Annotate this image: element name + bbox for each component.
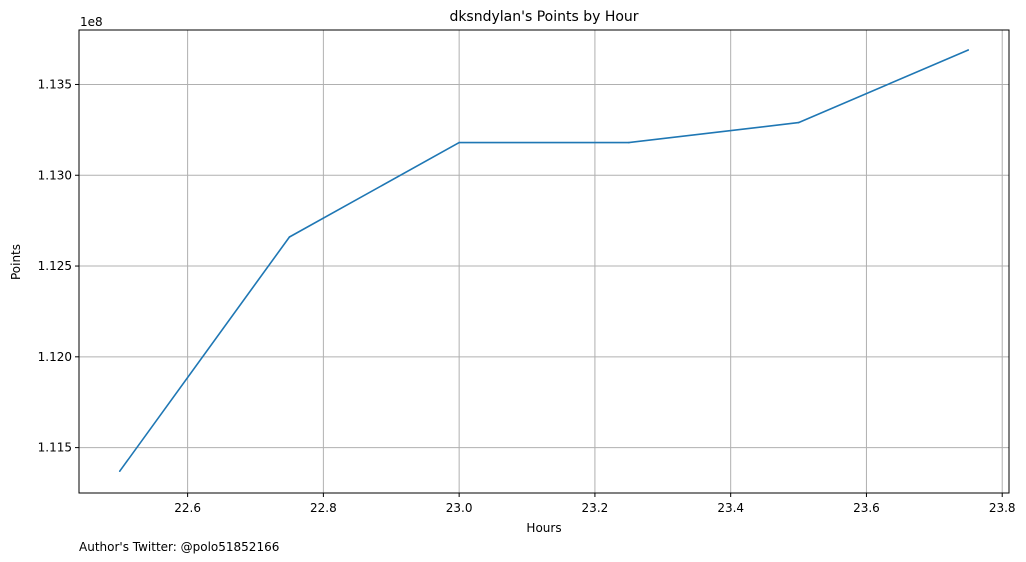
grid: [79, 30, 1009, 493]
y-axis-label: Points: [9, 244, 23, 280]
data-point: [458, 141, 460, 144]
x-axis: 22.6 22.8 23.0 23.2 23.4 23.6 23.8: [174, 493, 1016, 515]
y-tick-label: 1.115: [38, 441, 72, 455]
x-axis-label: Hours: [526, 521, 561, 535]
y-tick-label: 1.120: [38, 350, 72, 364]
data-point: [797, 121, 800, 124]
plot-frame: [78, 29, 1010, 494]
y-axis: 1.115 1.120 1.125 1.130 1.135: [38, 77, 79, 455]
chart-title: dksndylan's Points by Hour: [449, 9, 638, 25]
data-point: [967, 49, 970, 51]
x-tick-label: 23.6: [853, 501, 880, 515]
y-tick-label: 1.125: [38, 259, 72, 273]
x-tick-label: 22.6: [174, 501, 201, 515]
x-tick-label: 23.8: [989, 501, 1016, 515]
x-tick-label: 23.4: [717, 501, 744, 515]
data-point: [118, 470, 121, 473]
x-tick-label: 22.8: [310, 501, 337, 515]
series-line: [119, 49, 969, 472]
x-tick-label: 23.2: [582, 501, 609, 515]
y-tick-label: 1.135: [38, 77, 72, 91]
x-tick-label: 23.0: [446, 501, 473, 515]
data-point: [628, 141, 630, 144]
author-twitter-note: Author's Twitter: @polo51852166: [79, 540, 279, 554]
y-tick-label: 1.130: [38, 168, 72, 182]
data-point: [288, 236, 291, 238]
y-offset-label: 1e8: [80, 15, 103, 29]
series-layer: [118, 49, 970, 473]
